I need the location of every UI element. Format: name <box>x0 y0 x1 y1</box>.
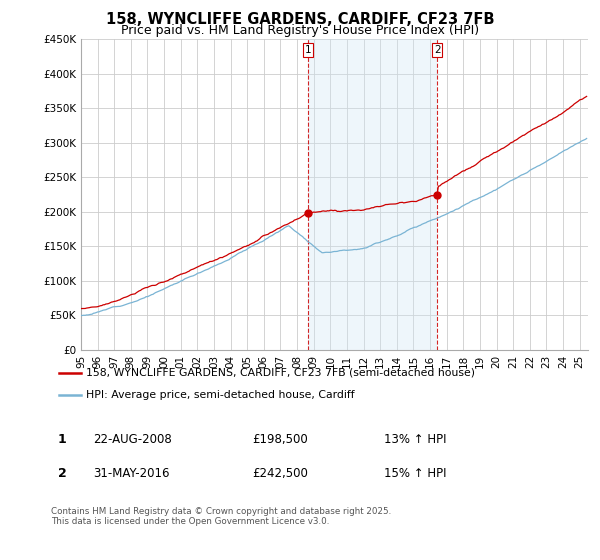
Text: 15% ↑ HPI: 15% ↑ HPI <box>384 466 446 480</box>
Text: Price paid vs. HM Land Registry's House Price Index (HPI): Price paid vs. HM Land Registry's House … <box>121 24 479 36</box>
Bar <box>308 39 437 350</box>
Text: 31-MAY-2016: 31-MAY-2016 <box>93 466 170 480</box>
Text: 2: 2 <box>58 466 67 480</box>
Text: 2: 2 <box>434 45 440 55</box>
Text: HPI: Average price, semi-detached house, Cardiff: HPI: Average price, semi-detached house,… <box>86 390 355 400</box>
Text: 22-AUG-2008: 22-AUG-2008 <box>93 433 172 446</box>
Text: £242,500: £242,500 <box>252 466 308 480</box>
Text: £198,500: £198,500 <box>252 433 308 446</box>
Text: 13% ↑ HPI: 13% ↑ HPI <box>384 433 446 446</box>
Text: 158, WYNCLIFFE GARDENS, CARDIFF, CF23 7FB (semi-detached house): 158, WYNCLIFFE GARDENS, CARDIFF, CF23 7F… <box>86 368 475 378</box>
Text: Contains HM Land Registry data © Crown copyright and database right 2025.
This d: Contains HM Land Registry data © Crown c… <box>51 507 391 526</box>
Text: 1: 1 <box>305 45 311 55</box>
Text: 158, WYNCLIFFE GARDENS, CARDIFF, CF23 7FB: 158, WYNCLIFFE GARDENS, CARDIFF, CF23 7F… <box>106 12 494 27</box>
Text: 1: 1 <box>58 433 67 446</box>
